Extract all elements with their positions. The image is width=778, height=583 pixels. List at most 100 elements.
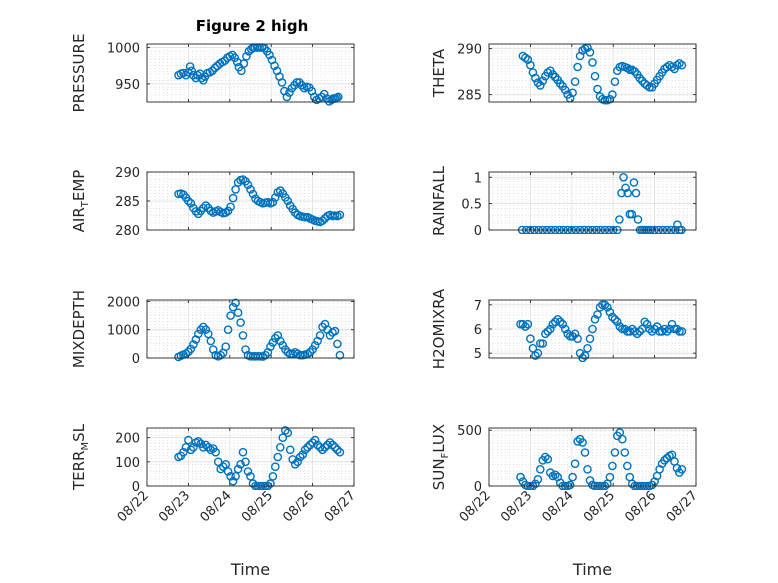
data-point: [333, 92, 343, 102]
x-tick-label: 08/27: [664, 488, 701, 525]
data-point: [266, 342, 275, 352]
x-tick-label: 08/26: [622, 488, 659, 525]
data-point: [201, 325, 211, 335]
data-series: [174, 175, 345, 227]
data-point: [538, 339, 548, 348]
y-tick-label: 0: [474, 224, 482, 239]
data-point: [600, 300, 610, 310]
data-point: [548, 70, 558, 79]
data-point: [184, 435, 193, 445]
data-point: [328, 440, 337, 450]
data-point: [645, 324, 654, 334]
data-point: [548, 319, 558, 329]
data-point: [248, 189, 258, 199]
subplot-rainfall: 0 0.5 1 RAINFALL: [430, 165, 697, 239]
data-point: [231, 298, 240, 308]
data-point: [239, 59, 249, 68]
data-point: [642, 319, 652, 329]
y-tick-label: 1000: [107, 324, 140, 339]
data-point: [330, 442, 340, 452]
data-point: [193, 436, 203, 446]
data-point: [187, 66, 196, 76]
data-point: [221, 208, 230, 217]
data-point: [608, 461, 617, 471]
data-point: [573, 437, 582, 446]
data-point: [523, 319, 533, 329]
data-point: [617, 188, 626, 198]
data-point: [603, 302, 612, 312]
data-point: [546, 324, 555, 334]
data-point: [555, 317, 565, 327]
data-point: [191, 207, 201, 216]
data-point: [308, 438, 317, 447]
x-tick-label: 08/25: [239, 488, 276, 525]
data-point: [228, 302, 238, 312]
data-point: [631, 188, 641, 198]
data-point: [303, 442, 312, 452]
data-series: [516, 428, 687, 490]
data-point: [568, 88, 577, 98]
data-point: [657, 327, 667, 336]
data-point: [605, 307, 615, 317]
data-point: [672, 60, 682, 70]
data-point: [533, 78, 543, 87]
data-point: [673, 220, 682, 229]
data-point: [588, 324, 597, 334]
data-point: [541, 329, 550, 339]
axes-frame: [146, 299, 355, 359]
x-tick-label: 08/24: [198, 488, 235, 525]
data-point: [313, 440, 322, 450]
data-point: [585, 334, 595, 344]
data-point: [238, 447, 248, 457]
data-point: [230, 53, 240, 63]
data-point: [583, 343, 592, 353]
data-point: [635, 327, 645, 336]
data-point: [677, 60, 687, 70]
data-point: [675, 59, 684, 68]
y-tick-label: 0.5: [461, 198, 482, 213]
data-point: [282, 92, 292, 102]
data-point: [221, 459, 230, 469]
data-point: [185, 62, 195, 71]
data-point: [553, 314, 563, 324]
axes-frame: [146, 427, 355, 487]
data-point: [585, 476, 595, 485]
data-point: [277, 78, 287, 87]
data-point: [593, 84, 602, 94]
data-point: [533, 474, 543, 484]
data-point: [210, 63, 220, 73]
data-point: [570, 77, 580, 86]
data-point: [635, 73, 645, 83]
data-series: [174, 43, 343, 106]
data-point: [570, 329, 580, 339]
data-point: [670, 324, 679, 334]
data-point: [193, 329, 203, 339]
x-tick-label: 08/23: [156, 488, 193, 525]
y-tick-label: 7: [474, 299, 482, 314]
data-point: [633, 215, 643, 224]
data-point: [293, 457, 303, 467]
data-point: [521, 53, 530, 63]
y-tick-label: 500: [457, 424, 482, 439]
x-tick-label: 08/26: [280, 488, 317, 525]
data-point: [189, 340, 198, 349]
data-point: [538, 76, 548, 86]
data-point: [278, 433, 288, 443]
data-point: [593, 310, 602, 319]
data-point: [335, 350, 345, 360]
x-axis-label: Time: [230, 560, 270, 579]
data-point: [248, 479, 258, 488]
data-point: [608, 312, 617, 322]
data-point: [568, 331, 577, 341]
data-point: [266, 479, 275, 488]
data-point: [315, 331, 325, 340]
data-point: [238, 331, 248, 340]
data-point: [241, 457, 250, 467]
data-point: [325, 438, 335, 447]
data-point: [590, 71, 600, 81]
data-point: [518, 319, 528, 329]
data-series: [174, 426, 345, 490]
data-point: [531, 73, 540, 83]
data-point: [223, 325, 233, 335]
